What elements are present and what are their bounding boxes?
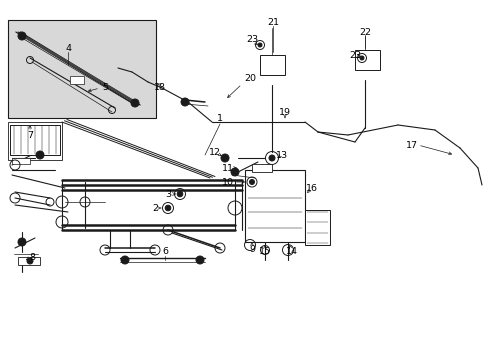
Bar [12,158,30,164]
Text: 3: 3 [164,189,171,198]
Bar [8,122,62,160]
Text: 23: 23 [348,50,360,59]
Circle shape [165,205,170,211]
Text: 19: 19 [279,108,290,117]
Bar [354,50,379,70]
Circle shape [359,56,363,60]
Circle shape [27,258,33,264]
Text: 12: 12 [208,148,221,157]
Text: 15: 15 [259,248,270,256]
Circle shape [268,155,274,161]
Text: 21: 21 [266,18,279,27]
Circle shape [36,151,44,159]
Bar [10,125,60,155]
Text: 8: 8 [29,253,35,262]
Bar [305,210,329,245]
Bar [251,164,271,172]
Text: 14: 14 [285,248,297,256]
Text: 10: 10 [222,177,234,186]
Bar [244,170,305,242]
Text: 17: 17 [405,140,417,149]
Circle shape [249,180,254,185]
Circle shape [18,32,26,40]
Circle shape [230,168,239,176]
Text: 20: 20 [244,73,256,82]
Text: 2: 2 [152,203,158,212]
Bar [8,20,156,118]
Text: 18: 18 [154,84,165,93]
Text: 1: 1 [217,113,223,122]
Text: 9: 9 [248,246,254,255]
Circle shape [221,154,228,162]
Text: 13: 13 [275,150,287,159]
Text: 7: 7 [27,131,33,140]
Circle shape [177,191,183,197]
Circle shape [258,43,262,47]
Bar [260,55,285,75]
Text: 22: 22 [358,27,370,36]
Text: 16: 16 [305,184,317,193]
Text: 11: 11 [222,163,234,172]
Text: 6: 6 [162,248,168,256]
Text: 5: 5 [102,84,108,93]
Text: 23: 23 [245,36,258,45]
Text: 4: 4 [65,44,71,53]
Circle shape [196,256,203,264]
Circle shape [131,99,139,107]
Circle shape [121,256,129,264]
Bar [70,76,84,84]
Circle shape [18,238,26,246]
Bar [18,257,40,265]
Circle shape [181,98,189,106]
